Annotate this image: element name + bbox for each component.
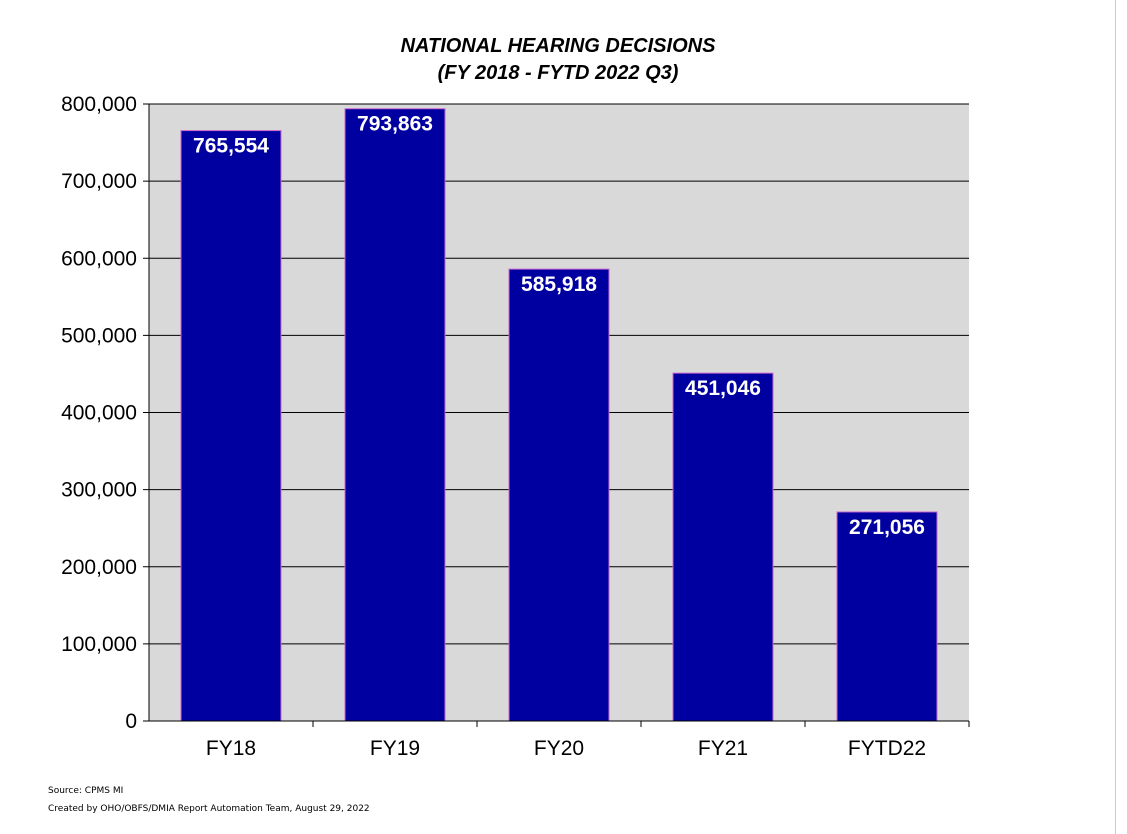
bar-fy18 xyxy=(180,130,282,722)
x-tick-label: FY18 xyxy=(206,737,256,760)
bar-fy21 xyxy=(672,372,774,722)
y-tick-label: 200,000 xyxy=(61,556,137,579)
source-note: Source: CPMS MI xyxy=(48,786,124,796)
data-label: 271,056 xyxy=(849,516,925,539)
data-label: 585,918 xyxy=(521,273,597,296)
chart-title: NATIONAL HEARING DECISIONS xyxy=(401,35,716,57)
y-tick-label: 400,000 xyxy=(61,402,137,425)
x-tick-label: FY21 xyxy=(698,737,748,760)
y-tick-label: 600,000 xyxy=(61,247,137,270)
data-label: 793,863 xyxy=(357,113,433,136)
y-tick-label: 800,000 xyxy=(61,93,137,116)
chart-subtitle: (FY 2018 - FYTD 2022 Q3) xyxy=(438,62,679,84)
y-tick-label: 300,000 xyxy=(61,479,137,502)
y-tick-label: 0 xyxy=(125,710,137,733)
bar-fy19 xyxy=(344,108,446,722)
bar-fytd22 xyxy=(836,511,938,722)
created-note: Created by OHO/OBFS/DMIA Report Automati… xyxy=(48,804,370,814)
data-label: 451,046 xyxy=(685,377,761,400)
data-label: 765,554 xyxy=(193,135,269,158)
x-tick-label: FYTD22 xyxy=(848,737,926,760)
y-tick-label: 700,000 xyxy=(61,170,137,193)
bar-fy20 xyxy=(508,268,610,722)
page-edge xyxy=(1115,0,1116,834)
y-tick-label: 500,000 xyxy=(61,324,137,347)
x-tick-label: FY19 xyxy=(370,737,420,760)
y-tick-label: 100,000 xyxy=(61,633,137,656)
x-tick-label: FY20 xyxy=(534,737,584,760)
